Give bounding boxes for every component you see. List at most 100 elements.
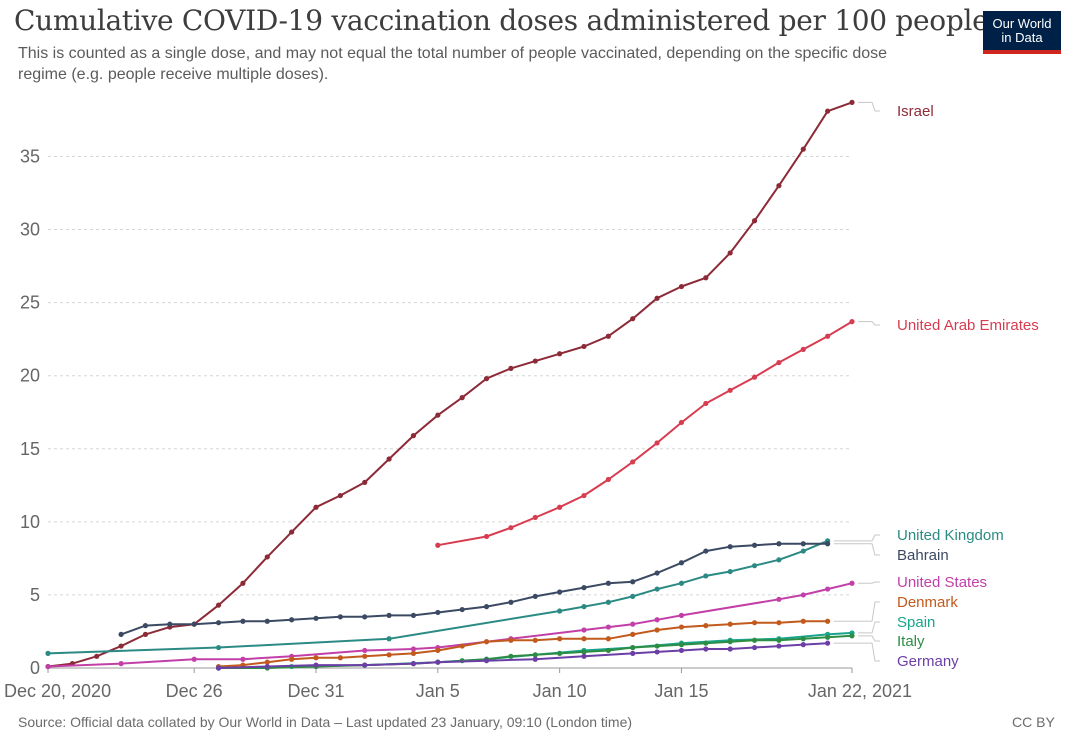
data-point: [410, 661, 417, 667]
data-point: [605, 636, 611, 642]
data-point: [654, 643, 660, 649]
data-point: [605, 647, 611, 654]
data-point: [362, 647, 368, 654]
data-point: [849, 580, 855, 586]
data-point: [483, 376, 490, 382]
data-point: [751, 644, 758, 651]
data-point: [703, 400, 709, 407]
data-point: [264, 663, 270, 670]
data-point: [557, 608, 563, 614]
data-point: [630, 644, 636, 651]
data-point: [508, 653, 514, 659]
data-point: [142, 623, 149, 629]
x-axis: Dec 20, 2020 Dec 26 Dec 31 Jan 5 Jan 10 Jan 1…: [4, 667, 912, 701]
data-point: [215, 665, 222, 671]
data-point: [703, 640, 709, 646]
owid-logo[interactable]: Our World in Data: [983, 11, 1061, 54]
data-point: [800, 548, 806, 554]
data-point: [459, 606, 465, 613]
series-label-israel: Israel: [897, 103, 934, 120]
data-point: [435, 659, 441, 665]
data-point: [751, 542, 758, 548]
data-point: [825, 586, 831, 592]
data-point: [435, 412, 441, 418]
data-point: [532, 514, 538, 521]
data-point: [630, 621, 636, 627]
x-tick-label: Jan 15: [654, 681, 708, 701]
label-connector: [858, 621, 880, 634]
data-point: [800, 642, 806, 648]
data-point: [289, 656, 295, 662]
data-point: [532, 593, 538, 599]
data-point: [459, 395, 465, 401]
data-point: [630, 459, 636, 465]
data-point: [727, 250, 733, 256]
data-point: [776, 637, 782, 643]
data-point: [215, 602, 222, 608]
data-point: [678, 612, 685, 618]
data-point: [825, 634, 831, 640]
data-point: [825, 541, 831, 547]
data-point: [410, 612, 417, 618]
data-point: [581, 585, 587, 591]
data-point: [264, 618, 270, 624]
data-point: [581, 492, 587, 499]
data-point: [532, 637, 538, 643]
logo-line-2: in Data: [1001, 29, 1043, 45]
data-point: [410, 646, 417, 652]
y-tick-label: 20: [20, 366, 40, 386]
data-point: [532, 358, 538, 364]
data-point: [557, 636, 563, 642]
data-point: [459, 643, 465, 649]
y-gridlines: [48, 155, 852, 596]
data-point: [435, 647, 441, 654]
label-connector: [833, 534, 880, 542]
data-point: [191, 621, 197, 627]
data-point: [605, 580, 611, 586]
data-point: [362, 653, 368, 659]
series-line: [437, 320, 853, 547]
data-point: [289, 617, 295, 623]
y-tick-label: 15: [20, 439, 40, 459]
label-connector: [858, 581, 880, 584]
data-point: [337, 492, 343, 499]
y-tick-label: 25: [20, 293, 40, 313]
data-point: [654, 627, 660, 633]
data-point: [240, 580, 246, 586]
data-point: [581, 343, 587, 350]
series-bahrain: [118, 541, 831, 637]
data-point: [215, 644, 222, 651]
series-label-denmark: Denmark: [897, 594, 958, 611]
data-point: [678, 647, 685, 654]
data-point: [630, 316, 636, 322]
data-point: [678, 642, 685, 648]
data-point: [703, 623, 709, 629]
data-point: [849, 319, 855, 325]
label-connector: [858, 101, 880, 112]
data-point: [776, 541, 782, 547]
x-tick-label: Dec 26: [166, 681, 223, 701]
data-point: [142, 631, 149, 637]
data-point: [410, 650, 417, 656]
data-point: [508, 365, 514, 371]
data-point: [532, 656, 538, 662]
chart-subtitle: This is counted as a single dose, and ma…: [18, 45, 888, 83]
data-point: [313, 662, 319, 668]
data-point: [581, 653, 587, 659]
y-tick-label: 10: [20, 512, 40, 532]
license-link[interactable]: CC BY: [1012, 714, 1055, 730]
data-point: [118, 631, 124, 637]
data-point: [581, 627, 587, 633]
source-note[interactable]: Source: Official data collated by Our Wo…: [18, 714, 633, 730]
data-point: [630, 650, 636, 656]
data-point: [45, 663, 51, 670]
data-point: [605, 599, 611, 605]
data-point: [362, 479, 368, 485]
data-point: [557, 351, 563, 357]
data-point: [118, 643, 124, 649]
data-point: [800, 618, 806, 624]
label-connector: [833, 543, 880, 556]
data-point: [800, 592, 806, 598]
y-axis: 0 5 10 15 20 25 30 35: [20, 146, 40, 678]
data-point: [435, 609, 441, 616]
